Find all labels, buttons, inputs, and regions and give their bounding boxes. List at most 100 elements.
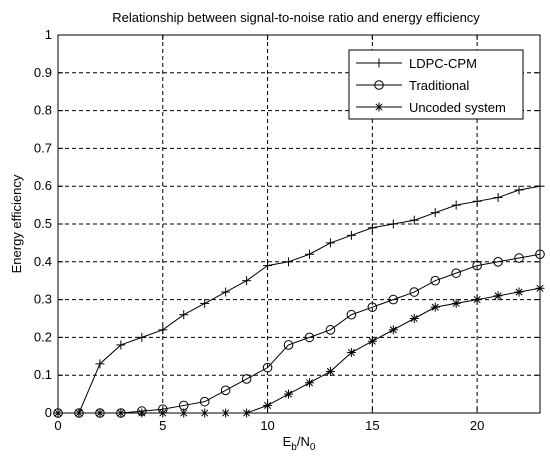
data-point-ldpc-cpm (346, 230, 356, 240)
data-point-traditional (325, 325, 336, 335)
data-point-ldpc-cpm (221, 287, 231, 297)
data-point-traditional (451, 268, 461, 278)
x-tick-label: 5 (159, 418, 166, 433)
series-traditional (53, 249, 545, 418)
data-point-uncoded-system (221, 408, 231, 418)
data-point-uncoded-system (158, 408, 168, 418)
data-point-uncoded-system (242, 408, 252, 418)
data-point-ldpc-cpm (451, 200, 461, 210)
y-tick-label: 0.4 (34, 254, 52, 269)
data-point-ldpc-cpm (95, 359, 105, 369)
series-line-ldpc-cpm (58, 185, 541, 414)
legend-label: LDPC-CPM (409, 56, 477, 71)
y-tick-label: 1 (45, 27, 52, 42)
data-point-ldpc-cpm (430, 208, 440, 218)
data-point-uncoded-system (367, 336, 377, 346)
x-tick-label: 20 (470, 418, 484, 433)
data-point-traditional (346, 309, 357, 320)
data-point-uncoded-system (346, 348, 356, 358)
data-point-ldpc-cpm (284, 257, 294, 267)
data-point-uncoded-system (200, 408, 210, 418)
x-axis-label: Eb/N0 (283, 434, 316, 453)
data-point-traditional (388, 294, 399, 305)
data-point-uncoded-system (137, 408, 147, 418)
data-point-uncoded-system (95, 408, 105, 418)
series-line-traditional (58, 253, 541, 414)
data-point-traditional (430, 275, 441, 286)
x-tick-label: 0 (54, 418, 61, 433)
data-point-ldpc-cpm (514, 185, 524, 195)
legend-item-uncoded-system: Uncoded system (356, 100, 506, 115)
data-point-uncoded-system (74, 408, 84, 418)
legend: LDPC-CPM Traditional Uncoded system (348, 49, 524, 120)
data-point-uncoded-system (53, 408, 63, 418)
data-point-uncoded-system (263, 400, 273, 410)
y-tick-label: 0.7 (34, 140, 52, 155)
data-point-ldpc-cpm (472, 196, 482, 206)
data-point-ldpc-cpm (493, 193, 503, 203)
y-axis-label: Energy efficiency (9, 174, 24, 273)
legend-item-traditional: Traditional (356, 78, 469, 93)
data-point-uncoded-system (514, 287, 524, 297)
data-point-ldpc-cpm (200, 298, 210, 308)
y-tick-label: 0.6 (34, 178, 52, 193)
data-point-uncoded-system (493, 291, 503, 301)
data-point-uncoded-system (472, 295, 482, 305)
data-point-traditional (409, 287, 420, 297)
data-point-ldpc-cpm (388, 219, 398, 229)
data-point-uncoded-system (535, 283, 545, 293)
y-tick-label: 0.1 (34, 367, 52, 382)
data-point-uncoded-system (451, 298, 461, 308)
data-point-traditional (199, 396, 210, 407)
data-point-ldpc-cpm (535, 181, 545, 191)
data-point-ldpc-cpm (158, 325, 168, 335)
data-point-traditional (472, 260, 482, 271)
data-point-ldpc-cpm (367, 223, 377, 233)
x-tick-label: 15 (365, 418, 379, 433)
data-point-traditional (535, 249, 545, 260)
data-point-ldpc-cpm (304, 249, 314, 259)
data-point-uncoded-system (284, 389, 294, 399)
data-point-traditional (304, 332, 315, 343)
series-group (53, 181, 545, 418)
y-tick-label: 0.2 (34, 329, 52, 344)
data-point-uncoded-system (116, 408, 126, 418)
y-tick-label: 0.3 (34, 292, 52, 307)
legend-marker (374, 58, 384, 68)
data-point-ldpc-cpm (116, 340, 126, 350)
legend-label: Traditional (409, 78, 469, 93)
x-tick-label: 10 (260, 418, 274, 433)
data-point-uncoded-system (388, 325, 398, 335)
data-point-ldpc-cpm (325, 238, 335, 248)
data-point-traditional (220, 385, 231, 396)
data-point-uncoded-system (430, 302, 440, 312)
data-point-ldpc-cpm (137, 332, 147, 342)
data-point-traditional (493, 257, 503, 267)
data-point-uncoded-system (304, 378, 314, 388)
data-point-uncoded-system (409, 314, 419, 323)
legend-marker (374, 80, 384, 90)
data-point-uncoded-system (179, 408, 189, 418)
data-point-ldpc-cpm (179, 310, 189, 320)
legend-label: Uncoded system (409, 100, 506, 115)
data-point-ldpc-cpm (409, 215, 419, 225)
data-point-traditional (367, 302, 378, 312)
y-tick-label: 0.9 (34, 65, 52, 80)
y-tick-label: 0 (45, 405, 52, 420)
data-point-uncoded-system (325, 366, 335, 376)
data-point-traditional (514, 253, 524, 263)
legend-marker (374, 102, 384, 112)
series-line-uncoded-system (58, 287, 541, 414)
y-tick-label: 0.5 (34, 216, 52, 231)
series-uncoded-system (53, 283, 545, 418)
chart-title: Relationship between signal-to-noise rat… (112, 10, 480, 25)
data-point-traditional (241, 374, 252, 384)
data-point-traditional (283, 340, 294, 350)
legend-item-ldpc-cpm: LDPC-CPM (356, 56, 477, 71)
data-point-ldpc-cpm (263, 261, 273, 271)
data-point-ldpc-cpm (242, 276, 252, 286)
y-tick-label: 0.8 (34, 103, 52, 118)
data-point-traditional (262, 362, 273, 373)
axis-ticks: 0 5 10 15 20 0 0.1 0.2 0.3 0.4 0.5 0.6 0.7 0.8 0.9 1 (34, 27, 540, 433)
